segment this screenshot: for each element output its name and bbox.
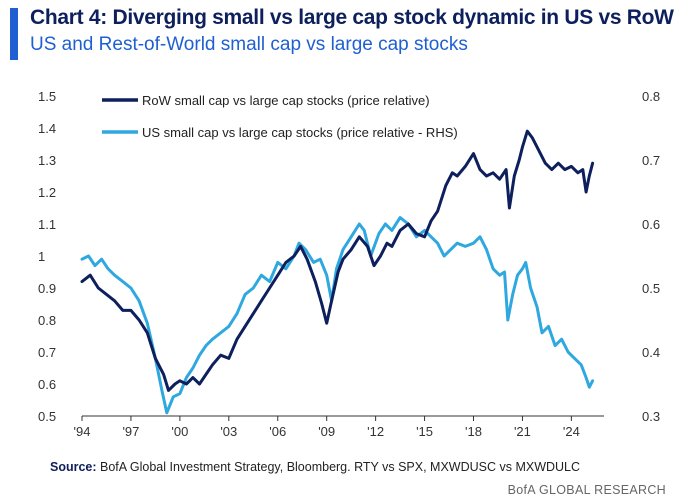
y-left-tick-label: 1.4 [38,121,56,136]
row-series-line [80,129,595,392]
line-chart: '94 '97 '00 '03 '06 '09 '12 '15 '18 '21 '24 0.5 0.6 0… [38,89,660,439]
legend-label-us: US small cap vs large cap stocks (price … [142,125,458,140]
x-tick-label: '24 [563,424,580,439]
title-accent-bar [10,8,18,60]
chart-legend: RoW small cap vs large cap stocks (price… [102,93,458,140]
chart-subtitle: US and Rest-of-World small cap vs large … [30,34,468,55]
y-left-tick-label: 0.8 [38,313,56,328]
x-tick-label: '97 [122,424,139,439]
y-right-tick-label: 0.7 [642,153,660,168]
y-right-tick-label: 0.8 [642,89,660,104]
brand-footer: BofA GLOBAL RESEARCH [507,483,666,497]
y-left-tick-label: 1.3 [38,153,56,168]
legend-label-row: RoW small cap vs large cap stocks (price… [142,93,430,108]
x-tick-label: '18 [465,424,482,439]
x-tick-label: '00 [171,424,188,439]
x-tick-label: '12 [367,424,384,439]
source-label: Source: [50,460,97,474]
source-note: Source: BofA Global Investment Strategy,… [50,460,580,474]
y-right-tick-label: 0.6 [642,217,660,232]
source-text: BofA Global Investment Strategy, Bloombe… [96,460,581,474]
x-tick-label: '09 [318,424,335,439]
y-left-tick-label: 1 [38,249,45,264]
y-right-tick-label: 0.4 [642,345,660,360]
y-left-tick-label: 0.6 [38,377,56,392]
y-left-tick-label: 1.2 [38,185,56,200]
x-tick-label: '06 [269,424,286,439]
y-left-tick-label: 1.1 [38,217,56,232]
chart-lines [80,129,595,415]
us-series-line [80,216,595,415]
chart-title: Chart 4: Diverging small vs large cap st… [30,6,674,29]
chart-axes: '94 '97 '00 '03 '06 '09 '12 '15 '18 '21 '24 0.5 0.6 0… [38,89,660,439]
x-tick-label: '94 [74,424,91,439]
y-left-tick-label: 1.5 [38,89,56,104]
x-tick-label: '21 [514,424,531,439]
y-right-tick-label: 0.3 [642,409,660,424]
y-left-tick-label: 0.5 [38,409,56,424]
x-tick-label: '15 [416,424,433,439]
y-right-tick-label: 0.5 [642,281,660,296]
y-left-tick-label: 0.7 [38,345,56,360]
y-left-tick-label: 0.9 [38,281,56,296]
x-tick-label: '03 [220,424,237,439]
